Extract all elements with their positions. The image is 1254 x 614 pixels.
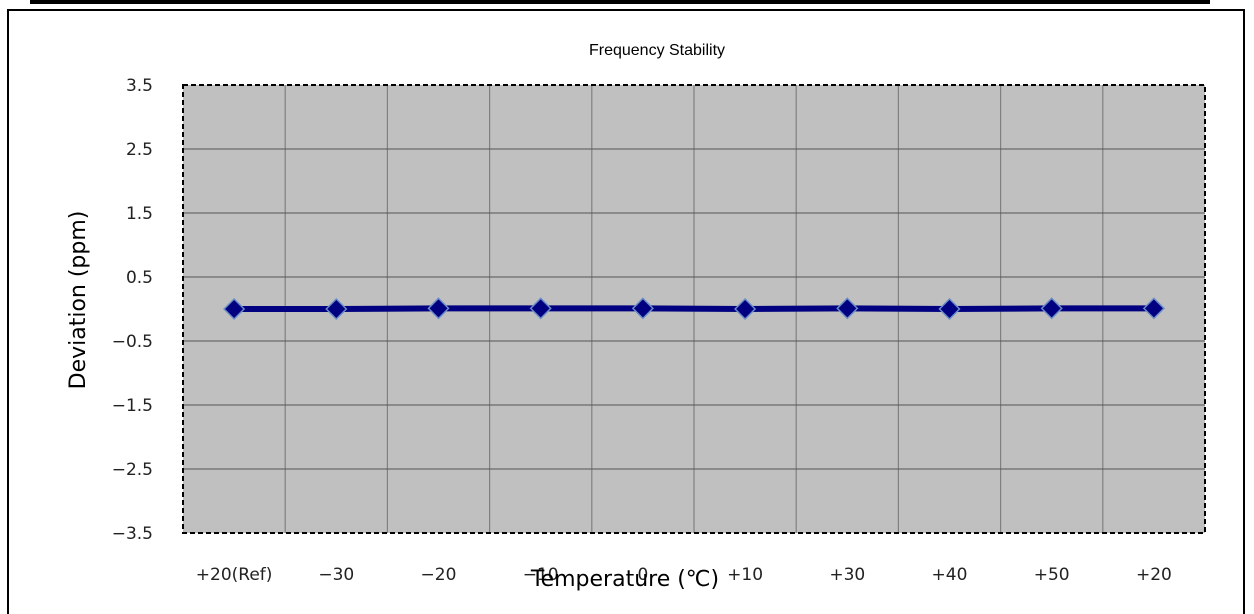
x-tick-label: +20(Ref) (196, 565, 273, 585)
data-point-marker (836, 297, 859, 320)
plot-border (182, 84, 1206, 534)
y-tick-label: −3.5 (112, 524, 153, 544)
y-tick-label: −1.5 (112, 396, 153, 416)
data-point-marker (427, 297, 450, 320)
x-tick-label: 0 (637, 565, 648, 585)
x-tick-label: +50 (1034, 565, 1070, 585)
data-point-marker (529, 297, 552, 320)
data-point-marker (631, 297, 654, 320)
data-point-marker (325, 297, 348, 321)
x-tick-label: −30 (318, 565, 354, 585)
x-axis-title: Temperature (℃) (530, 567, 719, 592)
data-point-marker (734, 297, 757, 321)
y-tick-label: 0.5 (126, 268, 153, 288)
x-tick-label: −10 (523, 565, 559, 585)
y-tick-labels: 3.5 2.5 1.5 0.5 −0.5 −1.5 −2.5 −3.5 (112, 76, 153, 544)
data-point-marker (1142, 297, 1165, 320)
x-tick-label: +10 (727, 565, 763, 585)
data-point-marker (1040, 297, 1063, 320)
x-tick-label: +30 (829, 565, 865, 585)
chart-title: Frequency Stability (589, 42, 725, 59)
x-tick-label: +20 (1136, 565, 1172, 585)
series-markers (223, 297, 1165, 321)
x-tick-label: +40 (932, 565, 968, 585)
data-point-marker (223, 297, 246, 321)
y-tick-label: 2.5 (126, 140, 153, 160)
y-tick-label: −0.5 (112, 332, 153, 352)
series-line (234, 305, 1154, 312)
y-tick-label: −2.5 (112, 460, 153, 480)
data-point-marker (938, 297, 961, 321)
y-tick-label: 1.5 (126, 204, 153, 224)
y-axis-title: Deviation (ppm) (66, 211, 91, 390)
y-tick-label: 3.5 (126, 76, 153, 96)
x-tick-label: −20 (421, 565, 457, 585)
x-tick-labels: +20(Ref) −30 −20 −10 0 +10 +30 +40 +50 +20 (196, 565, 1172, 585)
top-rule (30, 0, 1210, 4)
